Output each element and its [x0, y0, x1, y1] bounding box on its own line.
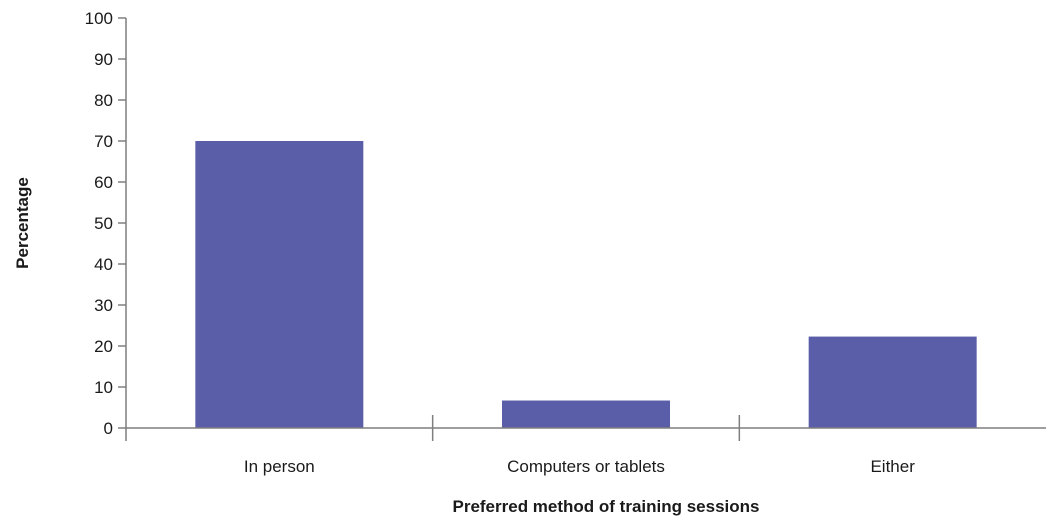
y-tick-label: 100 — [85, 9, 113, 28]
y-tick-label: 0 — [104, 419, 113, 438]
y-tick-label: 70 — [94, 132, 113, 151]
bar — [808, 336, 977, 428]
bar — [502, 400, 670, 428]
x-tick-label: Either — [870, 457, 915, 476]
x-tick-label: In person — [244, 457, 315, 476]
y-axis-ticks: 0 10 20 30 40 50 60 70 80 90 100 — [85, 9, 126, 438]
y-tick-label: 90 — [94, 50, 113, 69]
y-tick-label: 50 — [94, 214, 113, 233]
y-tick-label: 30 — [94, 296, 113, 315]
y-axis-title: Percentage — [13, 177, 32, 269]
y-tick-label: 80 — [94, 91, 113, 110]
x-tick-label: Computers or tablets — [507, 457, 665, 476]
y-tick-label: 60 — [94, 173, 113, 192]
y-tick-label: 10 — [94, 378, 113, 397]
x-axis-ticks: In person Computers or tablets Either — [244, 415, 915, 476]
bar — [195, 141, 364, 428]
bars-group — [195, 141, 977, 428]
y-tick-label: 40 — [94, 255, 113, 274]
y-tick-label: 20 — [94, 337, 113, 356]
x-axis-title: Preferred method of training sessions — [452, 497, 759, 516]
